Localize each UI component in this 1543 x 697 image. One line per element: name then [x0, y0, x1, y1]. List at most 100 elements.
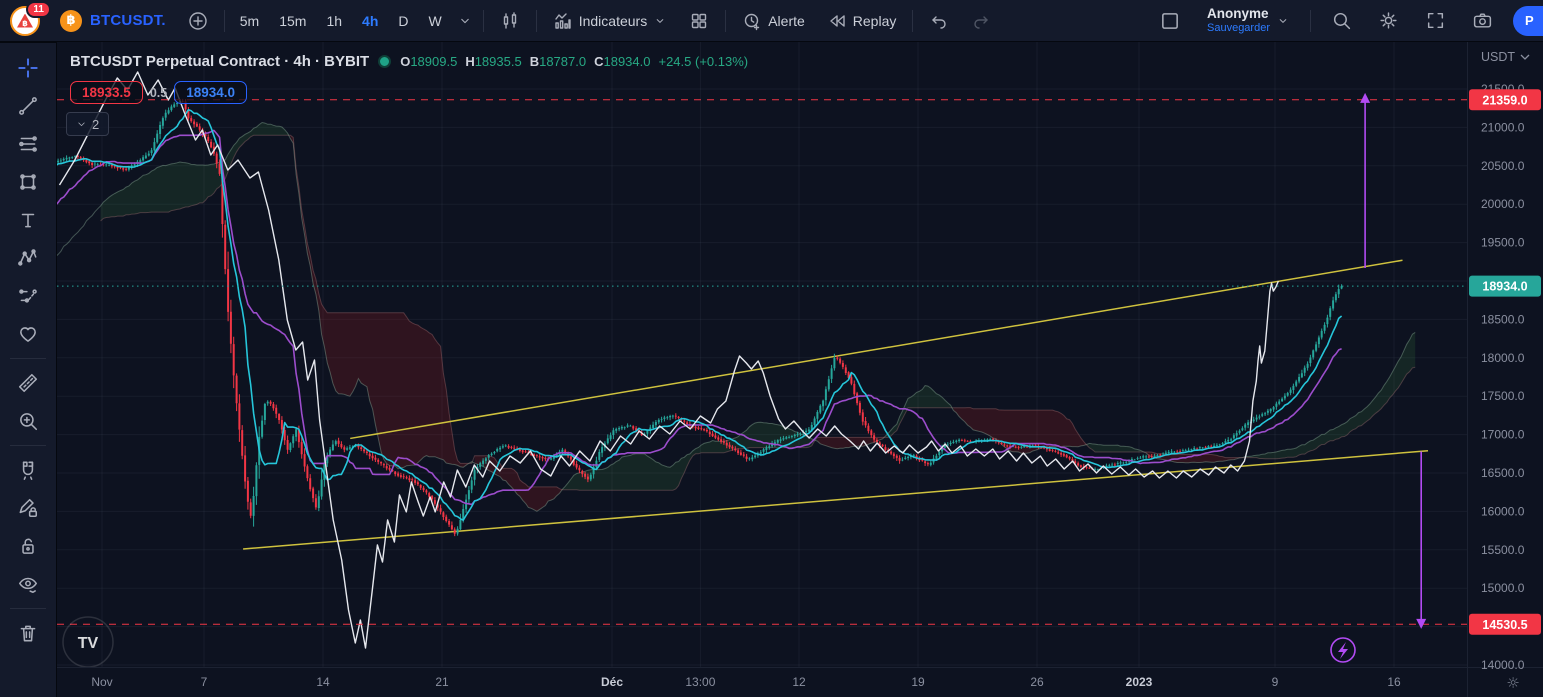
undo-icon: [932, 15, 947, 29]
indicators-button[interactable]: Indicateurs: [547, 7, 673, 35]
ohlc-values: O18909.5 H18935.5 B18787.0 C18934.0 +24.…: [400, 54, 748, 69]
toolbar-divider: [535, 9, 537, 32]
low-label: B: [529, 54, 540, 69]
user-menu-button[interactable]: Anonyme Sauvegarder: [1201, 3, 1296, 38]
tool-lock-all[interactable]: [6, 527, 50, 565]
price-tick-label: 16000.0: [1481, 504, 1525, 518]
price-tick-label: 15500.0: [1481, 543, 1525, 557]
time-tick-label: 12: [792, 675, 806, 689]
interval-15m[interactable]: 15m: [279, 12, 307, 29]
settings-button[interactable]: [1372, 6, 1405, 35]
screenshot-button[interactable]: [1466, 6, 1499, 35]
alert-clock-icon: [745, 13, 760, 30]
undo-button[interactable]: [923, 7, 955, 35]
svg-text:TV: TV: [78, 635, 99, 652]
interval-1d[interactable]: D: [398, 12, 409, 29]
compare-add-button[interactable]: [182, 7, 214, 35]
legend-symbol-title[interactable]: BTCUSDT Perpetual Contract · 4h · BYBIT: [70, 53, 370, 70]
symbol-button[interactable]: ฿ BTCUSDT.: [54, 6, 172, 36]
price-tick-label: 21000.0: [1481, 120, 1525, 134]
price-tick-label: 17500.0: [1481, 389, 1525, 403]
publish-button[interactable]: P: [1513, 5, 1543, 36]
tool-trend-line[interactable]: [6, 87, 50, 125]
layout-select-button[interactable]: [1153, 6, 1187, 36]
buy-ask-button[interactable]: 18934.0: [174, 81, 248, 104]
interval-1w[interactable]: W: [428, 12, 442, 29]
chevron-down-icon: [78, 121, 85, 126]
time-tick-label: 16: [1387, 675, 1401, 689]
senkou-span-line: [100, 134, 1416, 491]
trash-icon: [20, 625, 36, 642]
sell-bid-button[interactable]: 18933.5: [70, 81, 143, 104]
tool-drawing-lock-pencil[interactable]: [6, 489, 50, 527]
indicators-collapse-button[interactable]: 2: [66, 112, 110, 136]
high-label: H: [465, 54, 475, 69]
svg-text:18934.0: 18934.0: [1482, 280, 1527, 294]
down-arrow-drawing[interactable]: [1416, 451, 1427, 629]
time-tick-label: 2023: [1126, 675, 1153, 689]
tool-magnet[interactable]: [6, 451, 50, 489]
layout-templates-button[interactable]: [683, 7, 715, 35]
interval-5m[interactable]: 5m: [239, 12, 260, 29]
user-name: Anonyme: [1207, 6, 1269, 22]
axis-currency-label[interactable]: USDT: [1481, 50, 1515, 64]
price-tick-label: 18500.0: [1481, 312, 1525, 326]
intervals-chevron-down-icon[interactable]: [457, 13, 473, 29]
tool-xabcd-pattern[interactable]: [6, 239, 50, 277]
alert-button[interactable]: Alerte: [736, 7, 811, 35]
interval-4h[interactable]: 4h: [362, 12, 379, 29]
heart-icon: [20, 327, 36, 342]
toolbar-separator: [10, 608, 46, 609]
time-scale[interactable]: Nov 7 14 21 Déc 13:00 12 19 26 2023 9 16: [91, 675, 1401, 689]
zoom-in-icon: [20, 413, 38, 431]
tool-crosshair[interactable]: [6, 49, 50, 87]
replay-button[interactable]: Replay: [821, 7, 903, 35]
open-label: O: [400, 54, 411, 69]
price-scale[interactable]: 21500.021000.020500.020000.019500.019000…: [1481, 50, 1530, 672]
gear-icon: [1380, 12, 1397, 29]
toolbar-divider: [1310, 9, 1311, 32]
interval-1h[interactable]: 1h: [326, 12, 343, 29]
tool-forecast[interactable]: [6, 277, 50, 315]
candles-icon: [503, 11, 516, 29]
chart-style-button[interactable]: [494, 7, 526, 35]
tool-emoji-heart[interactable]: [6, 315, 50, 353]
chart-canvas[interactable]: TV 21500.021000.020500.020000.019500.0190…: [57, 42, 1543, 697]
brightness-sun-icon[interactable]: ☼: [1506, 674, 1519, 692]
fullscreen-button[interactable]: [1419, 6, 1452, 35]
notification-badge: 11: [26, 0, 51, 18]
time-tick-label: 13:00: [685, 675, 715, 689]
indicators-icon: [555, 12, 571, 29]
alert-label: Alerte: [768, 12, 805, 29]
up-arrow-drawing[interactable]: [1360, 92, 1371, 268]
svg-text:21359.0: 21359.0: [1482, 93, 1527, 107]
tool-zoom-in[interactable]: [6, 402, 50, 440]
svg-text:14530.5: 14530.5: [1482, 618, 1527, 632]
quick-trade-lightning-icon[interactable]: [1330, 637, 1356, 663]
magnet-icon: [22, 461, 34, 480]
replay-label: Replay: [852, 12, 897, 29]
tool-fib-retracement[interactable]: [6, 125, 50, 163]
channel-upper-trendline[interactable]: [350, 259, 1403, 440]
price-tick-label: 15000.0: [1481, 581, 1525, 595]
channel-lower-trendline[interactable]: [243, 449, 1429, 550]
plot-area: [57, 71, 1467, 649]
time-tick-label: 21: [435, 675, 449, 689]
tool-text[interactable]: [6, 201, 50, 239]
redo-button[interactable]: [965, 7, 997, 35]
search-icon: [1333, 12, 1351, 30]
high-value: 18935.5: [474, 54, 522, 69]
tool-shapes-rectangle[interactable]: [6, 163, 50, 201]
save-layout-link[interactable]: Sauvegarder: [1207, 21, 1270, 34]
tool-remove-drawings[interactable]: [6, 614, 50, 652]
bid-ask-panel: 18933.5 0.5 18934.0: [70, 81, 248, 104]
fib-retracement-icon: [19, 136, 37, 152]
app-logo[interactable]: ฿ 11: [10, 0, 51, 38]
indicators-chevron-down-icon: [656, 18, 664, 23]
tool-hide-drawings[interactable]: [6, 565, 50, 603]
chart-pane[interactable]: TV 21500.021000.020500.020000.019500.0190…: [57, 42, 1543, 697]
search-button[interactable]: [1325, 6, 1358, 35]
crosshair-icon: [18, 58, 38, 78]
tool-ruler[interactable]: [6, 364, 50, 402]
trend-line-icon: [19, 97, 37, 115]
